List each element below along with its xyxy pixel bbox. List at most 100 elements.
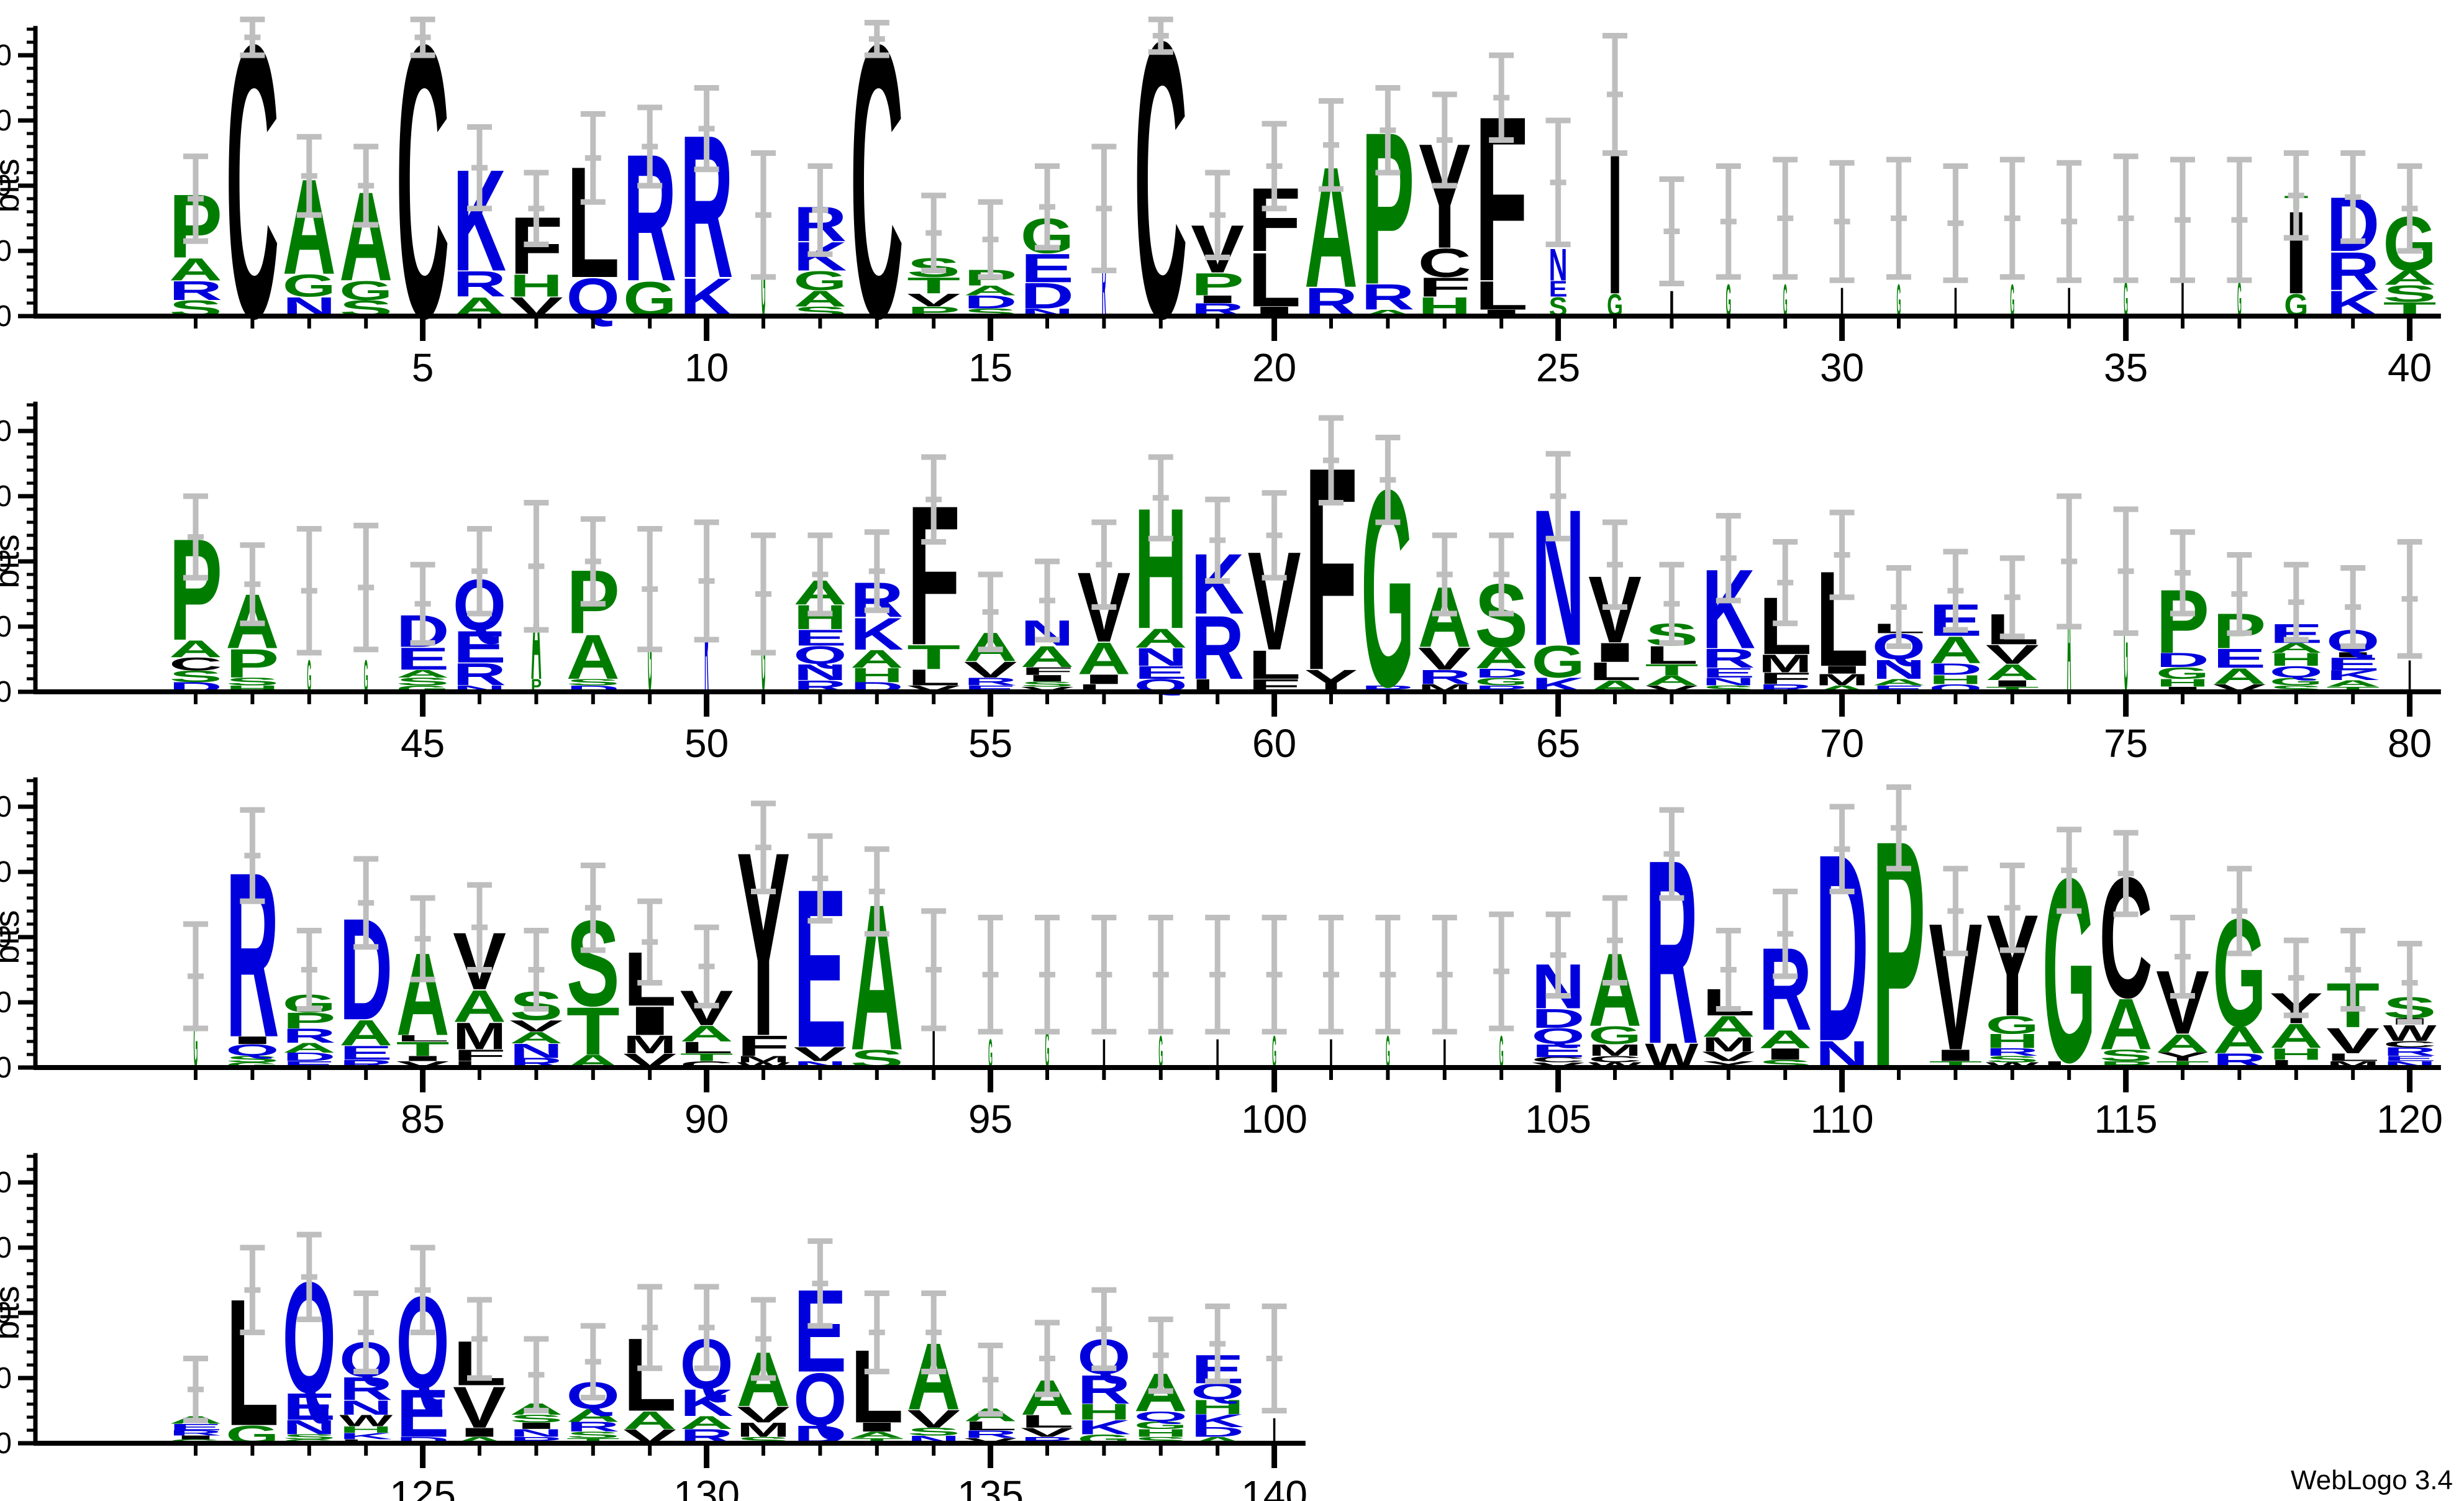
error-bar xyxy=(183,921,208,1032)
logo-letter: G xyxy=(1134,1419,1188,1431)
error-bar xyxy=(2397,539,2422,659)
logo-letter: E xyxy=(339,1041,393,1064)
logo-letter: K xyxy=(1191,1410,1244,1431)
logo-letter: L xyxy=(396,1033,450,1043)
logo-letter: A xyxy=(2067,537,2071,729)
logo-letter: H xyxy=(2270,649,2323,669)
error-bar xyxy=(2057,160,2082,283)
logo-letter: S xyxy=(907,1426,960,1438)
y-tick-label: 3.0 xyxy=(0,480,12,513)
error-bar xyxy=(978,915,1003,1035)
error-bar xyxy=(410,561,435,646)
error-bar xyxy=(353,1290,379,1374)
error-bar xyxy=(580,516,606,607)
error-bar xyxy=(1716,928,1741,1012)
logo-letter: L xyxy=(1475,273,1528,319)
y-tick-label: 2.0 xyxy=(0,1297,12,1330)
logo-letter: I xyxy=(1929,1046,1982,1064)
logo-letter: C xyxy=(1588,1054,1642,1064)
logo-letter: E xyxy=(1134,662,1188,682)
logo-letter: R xyxy=(1102,235,1106,335)
logo-letter: G xyxy=(1783,275,1788,326)
error-bar xyxy=(580,1323,606,1400)
error-bar xyxy=(1773,889,1798,979)
error-bar xyxy=(1829,160,1855,283)
error-bar xyxy=(1262,1304,1287,1413)
error-bar xyxy=(1091,143,1117,273)
logo-letter: G xyxy=(1045,1018,1050,1079)
error-bar xyxy=(240,542,265,627)
logo-letter: V xyxy=(2326,1021,2380,1061)
error-bar xyxy=(296,134,322,218)
error-bar xyxy=(1148,1317,1173,1394)
x-tick-label: 105 xyxy=(1525,1097,1591,1141)
error-bar xyxy=(2283,150,2309,241)
error-bar xyxy=(978,199,1003,280)
logo-letter: K xyxy=(850,609,904,660)
error-bar xyxy=(1829,804,1855,894)
logo-letter: I xyxy=(2326,651,2380,659)
error-bar xyxy=(694,924,719,1009)
logo-letter: M xyxy=(1816,671,1869,689)
y-axis-title: bits xyxy=(0,158,26,212)
logo-letter: I xyxy=(453,1425,506,1440)
error-bar xyxy=(2340,565,2366,649)
x-tick-label: 30 xyxy=(1820,345,1864,390)
logo-letter: H xyxy=(1077,1399,1130,1425)
error-bar xyxy=(2170,529,2195,617)
error-bar xyxy=(524,170,549,247)
error-bar xyxy=(183,1356,208,1423)
logo-letter: A xyxy=(1986,660,2039,685)
logo-letter: I xyxy=(1216,1030,1220,1076)
logo-letter: E xyxy=(1021,245,1074,291)
error-bar xyxy=(864,20,889,58)
logo-letter: A xyxy=(1929,628,1982,671)
logo-letter: T xyxy=(907,638,960,677)
error-bar xyxy=(694,519,719,643)
logo-letter: D xyxy=(283,1051,336,1064)
logo-letter: D xyxy=(1021,276,1074,316)
error-bar xyxy=(467,124,492,212)
error-bar xyxy=(2113,830,2139,917)
x-tick-label: 65 xyxy=(1536,721,1580,766)
error-bar xyxy=(921,1290,947,1374)
logo-letter: Q xyxy=(1532,1023,1585,1049)
error-bar xyxy=(1603,33,1627,156)
y-tick-label: 4.0 xyxy=(0,415,12,448)
logo-letter: V xyxy=(737,1402,790,1427)
error-bar xyxy=(2227,552,2252,636)
logo-letter: A xyxy=(1475,642,1528,675)
x-tick-label: 5 xyxy=(412,345,434,390)
error-bar xyxy=(1205,170,1230,260)
y-tick-label: 1.0 xyxy=(0,986,12,1019)
logo-letter: P xyxy=(225,640,279,686)
logo-letter: V xyxy=(453,1374,506,1440)
error-bar xyxy=(1375,85,1401,176)
logo-letter: S xyxy=(283,1433,336,1441)
axes: 0.0 1.0 2.0 3.0 4.0 bits 85 90 95 100 105 110 115 120 xyxy=(0,777,2443,1141)
x-tick-label: 45 xyxy=(401,721,445,766)
logo-letter: E xyxy=(793,625,847,651)
logo-letter: I xyxy=(1588,638,1642,668)
logo-letter: A xyxy=(1872,677,1925,687)
error-bar xyxy=(2283,561,2309,643)
error-bar xyxy=(921,193,947,273)
logo-letter: E xyxy=(1532,1041,1585,1061)
error-bar xyxy=(580,111,606,205)
error-bar xyxy=(1999,555,2025,640)
logo-letter: A xyxy=(623,1407,676,1435)
error-bar xyxy=(1886,565,1911,649)
logo-letter: G xyxy=(1158,1027,1163,1077)
y-tick-label: 0.0 xyxy=(0,676,12,709)
logo-letter: A xyxy=(2326,679,2380,689)
logo-letter: V xyxy=(793,1043,847,1066)
error-bar xyxy=(1262,490,1287,581)
axes: 0.0 1.0 2.0 3.0 4.0 bits 125 130 135 140 xyxy=(0,1153,1307,1501)
logo-letter: T xyxy=(396,1038,450,1060)
error-bar xyxy=(1545,911,1571,999)
logo-letter: N xyxy=(793,660,847,685)
error-bar xyxy=(1205,496,1230,584)
error-bar xyxy=(1262,915,1287,1035)
x-tick-label: 55 xyxy=(968,721,1012,766)
logo-letter: G xyxy=(2270,676,2323,688)
